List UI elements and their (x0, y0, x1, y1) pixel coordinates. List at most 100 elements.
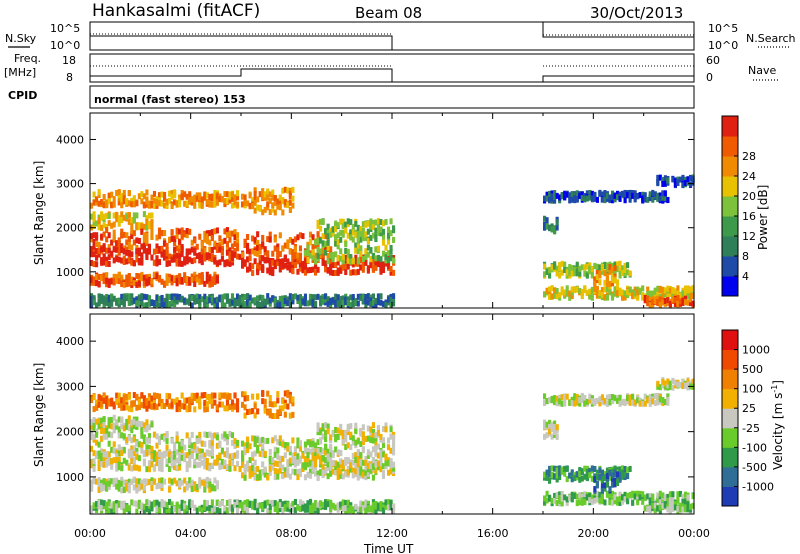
power-cell (145, 219, 149, 226)
power-cell (361, 221, 365, 228)
velocity-cell (319, 455, 323, 462)
power-cell (157, 259, 162, 266)
power-cell (170, 294, 174, 301)
power-cell (578, 288, 582, 295)
velocity-cell (346, 429, 350, 436)
power-cell (656, 192, 660, 199)
power-cell (170, 235, 174, 242)
power-cell (135, 296, 139, 303)
velocity-cell (281, 507, 285, 514)
velocity-cell (213, 485, 217, 492)
power-cell (193, 298, 197, 305)
power-cell (268, 236, 272, 243)
power-cell (266, 236, 270, 243)
velocity-cell (152, 455, 157, 462)
power-cell (550, 226, 554, 233)
velocity-cell (631, 490, 635, 497)
power-cell (230, 202, 235, 209)
power-cell (105, 281, 109, 288)
velocity-colorbar-swatch (722, 447, 738, 468)
velocity-cell (648, 493, 652, 500)
power-cell (623, 267, 627, 274)
freq-right-label: Nave (748, 64, 776, 77)
velocity-cell (125, 398, 129, 405)
x-tick-label: 00:00 (74, 527, 106, 540)
power-cell (286, 243, 290, 250)
velocity-cell (344, 429, 348, 436)
velocity-cell (291, 468, 295, 475)
power-cell (590, 286, 594, 293)
power-cell (575, 286, 579, 293)
velocity-cell (573, 400, 577, 407)
power-cell (100, 233, 104, 240)
velocity-cell (658, 507, 662, 514)
power-cell (376, 224, 381, 231)
velocity-cell (631, 393, 635, 400)
x-tick-labels: 00:00 04:00 08:00 12:00 16:00 20:00 00:00 (74, 527, 710, 540)
power-cell (152, 202, 157, 209)
power-cell (615, 190, 620, 197)
velocity-cell (203, 406, 207, 413)
power-cell (339, 301, 343, 308)
power-cell (326, 296, 330, 303)
velocity-cell (243, 412, 247, 419)
velocity-cell (198, 431, 202, 438)
velocity-cell (135, 464, 139, 471)
power-cell (389, 255, 393, 262)
power-cell (125, 246, 129, 253)
velocity-cell (185, 432, 189, 439)
velocity-cell (364, 456, 368, 463)
velocity-cell (150, 477, 154, 484)
velocity-cell (273, 467, 277, 474)
velocity-cell (656, 393, 660, 400)
power-cell (573, 287, 577, 294)
velocity-cell (115, 449, 119, 456)
power-cell (190, 196, 194, 203)
velocity-cell (563, 393, 567, 400)
velocity-cell (346, 507, 350, 514)
velocity-cell (102, 461, 106, 468)
velocity-cell (303, 447, 308, 454)
power-cell (676, 285, 680, 292)
velocity-cell (95, 418, 99, 425)
velocity-cell (205, 393, 209, 400)
velocity-cell (316, 474, 320, 481)
power-cell (641, 294, 645, 301)
power-cell (195, 243, 199, 250)
power-cell (122, 195, 126, 202)
power-cell (155, 298, 159, 305)
power-cell (286, 296, 290, 303)
velocity-cell (366, 463, 370, 470)
velocity-cell (643, 494, 647, 501)
velocity-cell (223, 463, 227, 470)
velocity-cell (313, 455, 318, 462)
power-cell (366, 228, 370, 235)
power-cell (555, 192, 559, 199)
velocity-cell (215, 507, 219, 514)
velocity-cell (155, 456, 159, 463)
velocity-cell (253, 504, 257, 511)
velocity-cell (157, 451, 162, 458)
velocity-cell (278, 439, 282, 446)
power-cell (268, 297, 272, 304)
power-cell (354, 242, 358, 249)
power-cell (142, 279, 146, 286)
velocity-cell (663, 494, 667, 501)
power-cell (621, 289, 625, 296)
velocity-cell (281, 473, 285, 480)
velocity-cell (671, 506, 675, 513)
power-cell (308, 231, 313, 238)
power-cell (633, 286, 637, 293)
power-cell (588, 194, 592, 201)
velocity-cell (600, 483, 604, 490)
velocity-cell (364, 459, 368, 466)
velocity-cell (152, 399, 157, 406)
power-cell (205, 252, 209, 259)
velocity-cell (548, 494, 552, 501)
velocity-cell (230, 432, 235, 439)
freq-line-late (542, 75, 694, 82)
velocity-cell (580, 497, 584, 504)
power-cell (386, 238, 391, 245)
power-cell (135, 256, 139, 263)
velocity-cell (595, 496, 599, 503)
